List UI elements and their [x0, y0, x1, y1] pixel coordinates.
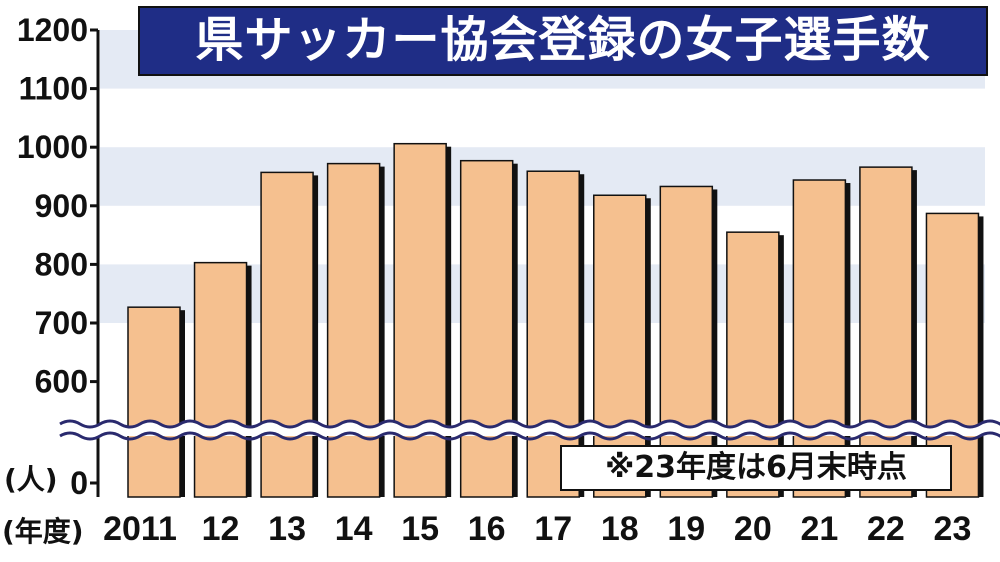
y-axis: 1200 1100 1000 900 800 700 600 0 — [17, 12, 100, 501]
bar-17 — [526, 170, 580, 498]
bars — [127, 142, 984, 498]
bar-13 — [260, 171, 314, 498]
y-tick-label: 1200 — [17, 12, 88, 48]
y-tick-label: 1000 — [17, 129, 88, 165]
x-tick-label: 15 — [401, 510, 439, 548]
bar-21 — [792, 179, 847, 498]
x-tick-label: 19 — [667, 510, 705, 548]
x-tick-label: 16 — [468, 510, 506, 548]
bar-2011 — [127, 306, 181, 498]
x-tick-label: 12 — [202, 510, 240, 548]
axis-break — [59, 419, 1000, 441]
x-tick-labels: 2011 12 13 14 15 16 17 18 19 20 21 22 23 — [103, 510, 971, 548]
bar-22 — [859, 166, 913, 498]
bar-12 — [193, 261, 248, 498]
x-tick-label: 22 — [867, 510, 905, 548]
axis-break-line-bottom — [59, 431, 1000, 441]
x-tick-label: 20 — [734, 510, 772, 548]
y-tick-label: 0 — [70, 465, 88, 501]
x-tick-label: 18 — [601, 510, 639, 548]
x-unit-label: (年度) — [2, 515, 84, 548]
axis-break-line-top — [59, 419, 1000, 429]
x-tick-label: 23 — [934, 510, 972, 548]
chart-title: 県サッカー協会登録の女子選手数 — [138, 6, 988, 76]
bar-15 — [393, 142, 447, 498]
y-tick-label: 600 — [35, 364, 88, 400]
x-tick-label: 2011 — [103, 510, 177, 548]
bar-16 — [459, 159, 514, 498]
x-tick-label: 13 — [268, 510, 306, 548]
x-tick-label: 17 — [534, 510, 572, 548]
bar-14 — [326, 162, 381, 498]
y-tick-label: 900 — [35, 188, 88, 224]
x-tick-label: 21 — [800, 510, 838, 548]
y-tick-label: 1100 — [19, 71, 88, 107]
y-unit-label: (人) — [4, 463, 58, 496]
y-tick-label: 700 — [35, 305, 88, 341]
x-tick-label: 14 — [335, 510, 373, 548]
y-tick-label: 800 — [35, 246, 88, 282]
footnote: ※23年度は6月末時点 — [560, 445, 952, 491]
